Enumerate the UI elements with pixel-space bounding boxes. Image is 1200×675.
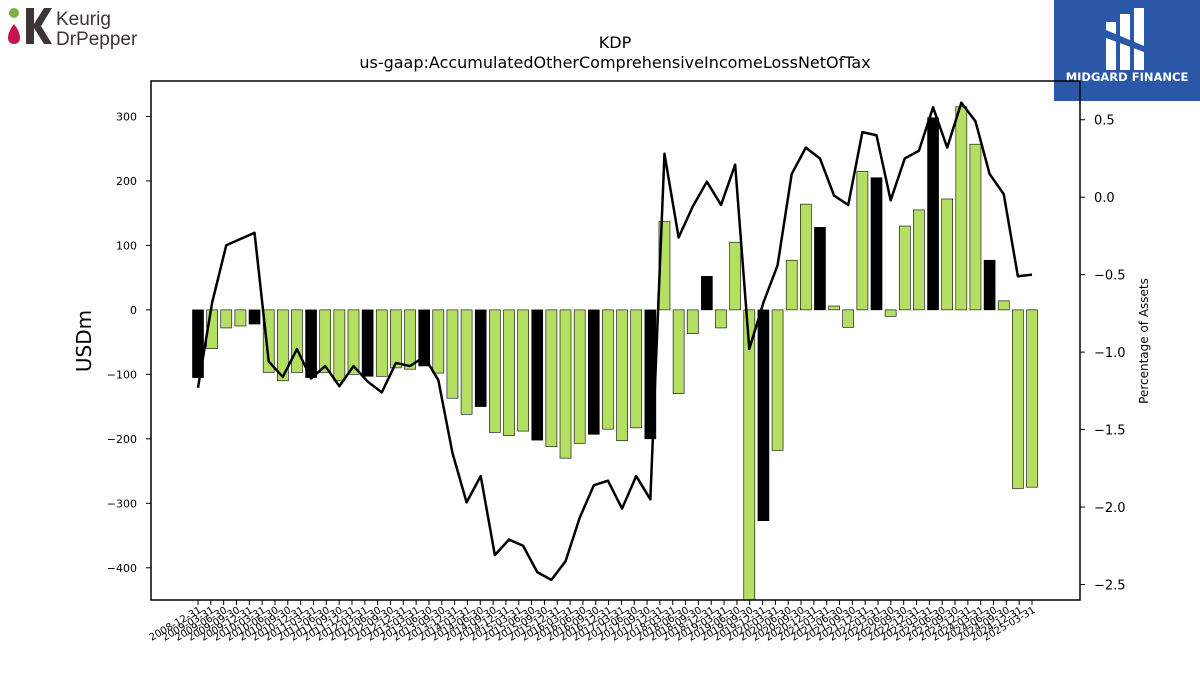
bar [234, 309, 247, 327]
bar [771, 309, 784, 451]
bar [291, 309, 303, 373]
y-axis-left: 300 200 100 0 −100 −200 −300 −400 [107, 110, 151, 575]
bar [517, 309, 529, 432]
bar [757, 309, 770, 522]
bar-series [192, 106, 1038, 601]
bar [927, 117, 939, 311]
bar [333, 309, 346, 382]
logo-keurig-text: Keurig [56, 9, 111, 30]
bar [630, 309, 643, 429]
bar [248, 309, 261, 325]
bar [305, 309, 317, 378]
chart-title: KDP [599, 33, 632, 52]
bar [446, 309, 459, 399]
bar [262, 309, 275, 373]
y2-tick-label: −1.5 [1094, 424, 1126, 439]
bar [870, 177, 883, 311]
y-axis-label: USDm [72, 310, 96, 372]
bar [800, 203, 812, 311]
bar [955, 106, 968, 311]
bar [319, 309, 332, 373]
bar [842, 309, 855, 328]
bar [489, 309, 501, 433]
midgard-finance-logo: MIDGARD FINANCE [1054, 0, 1200, 101]
bar [390, 309, 402, 369]
logo-k-mark [26, 8, 52, 44]
bar [672, 309, 685, 394]
bar [474, 309, 487, 407]
bar [587, 309, 600, 435]
bar [969, 143, 982, 311]
bar [701, 276, 713, 311]
bar [276, 309, 289, 382]
bar [573, 309, 586, 444]
y-tick-label: 300 [116, 110, 137, 123]
bar [1026, 309, 1038, 488]
y-tick-label: −300 [107, 497, 137, 510]
bar [616, 309, 628, 442]
y-tick-label: −100 [107, 368, 137, 381]
bar [983, 259, 996, 311]
bar [715, 309, 727, 329]
bar [531, 309, 544, 441]
bar [686, 309, 699, 335]
y-tick-label: 200 [116, 175, 137, 188]
y2-tick-label: 0.0 [1094, 191, 1115, 206]
x-axis: 2008-12-312009-03-312009-06-302009-09-30… [148, 600, 1038, 644]
bar [559, 309, 572, 459]
y-axis-right: 0.5 0.0 −0.5 −1.0 −1.5 −2.0 −2.5 [1080, 114, 1126, 594]
bar [503, 309, 515, 436]
keurig-dr-pepper-logo: Keurig DrPepper [8, 8, 138, 50]
midgard-finance-text: MIDGARD FINANCE [1066, 70, 1189, 84]
bar [941, 198, 953, 311]
bar [602, 309, 614, 430]
bar [997, 300, 1010, 311]
bar [898, 225, 911, 311]
bar [743, 309, 756, 601]
bar [375, 309, 388, 377]
y-tick-label: 0 [130, 304, 137, 317]
line-series [196, 101, 1033, 582]
bar [192, 309, 204, 378]
bar [856, 170, 869, 311]
y-tick-label: 100 [116, 239, 137, 252]
logo-leaf-green [9, 8, 19, 18]
y2-axis-label: Percentage of Assets [1137, 278, 1151, 404]
plot-frame [150, 80, 1081, 601]
bar [361, 309, 374, 377]
bar [545, 309, 558, 447]
bar [220, 309, 233, 329]
y2-tick-label: −2.5 [1094, 579, 1126, 594]
y2-tick-label: −2.0 [1094, 501, 1126, 516]
bar [785, 259, 798, 311]
bar [404, 309, 416, 370]
y2-tick-label: −1.0 [1094, 346, 1126, 361]
bar [460, 309, 473, 415]
y-tick-label: −200 [107, 433, 137, 446]
y2-tick-label: 0.5 [1094, 114, 1115, 129]
y2-tick-label: −0.5 [1094, 269, 1126, 284]
bar [418, 309, 430, 367]
bar [347, 309, 360, 375]
bar [729, 241, 741, 311]
series-line [196, 101, 1033, 582]
chart-subtitle: us-gaap:AccumulatedOtherComprehensiveInc… [359, 53, 870, 72]
bar [432, 309, 445, 374]
bar [1012, 309, 1024, 489]
bar [814, 227, 826, 311]
logo-drpepper-text: DrPepper [56, 29, 138, 50]
bar [884, 309, 897, 317]
midgard-finance-mark: MIDGARD FINANCE [1066, 8, 1189, 84]
y-tick-label: −400 [107, 562, 137, 575]
logo-drop-red [8, 24, 20, 44]
bar [913, 209, 925, 311]
bar [828, 305, 840, 311]
